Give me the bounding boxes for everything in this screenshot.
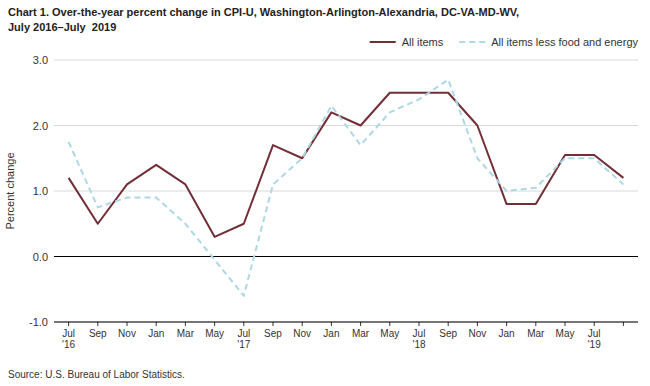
x-tick-label-line: Mar [527,328,545,339]
legend: All items less food and energy All items [370,36,639,48]
x-tick [360,322,361,326]
chart: Chart 1. Over-the-year percent change in… [0,0,650,386]
x-tick [565,322,566,326]
x-tick [419,322,420,326]
x-tick-label: Mar [527,328,545,339]
x-tick [535,322,536,326]
x-tick-label: Sep [264,328,282,339]
x-tick-label-line: Mar [177,328,195,339]
grid-line [54,60,638,61]
y-tick-label: 0.0 [33,251,48,263]
x-tick-label-line: Jul [413,328,426,339]
x-tick-label-line: '16 [62,339,75,350]
x-tick-label: Sep [89,328,107,339]
x-tick-label-line: Sep [89,328,107,339]
x-tick-label-line: Jul [237,328,250,339]
x-tick [506,322,507,326]
x-tick-label: Nov [118,328,136,339]
x-tick [97,322,98,326]
x-tick-label-line: May [380,328,399,339]
x-tick-label: Nov [293,328,311,339]
grid [54,60,638,322]
y-tick-label: -1.0 [29,316,48,328]
x-tick-label: Jul'18 [412,328,425,350]
legend-label: All items [402,36,444,48]
grid-line [54,191,638,192]
x-tick-label: Jan [323,328,339,339]
x-tick-label-line: Jan [148,328,164,339]
x-tick-label-line: Jan [499,328,515,339]
x-tick [156,322,157,326]
subtitle: July 2016–July 2019 [8,21,116,33]
x-tick [302,322,303,326]
background [0,0,650,386]
zero-line [54,256,638,257]
x-tick [273,322,274,326]
x-tick-label: Jul'17 [237,328,250,350]
x-tick [448,322,449,326]
annotation: Source: U.S. Bureau of Labor Statistics. [8,369,185,380]
x-tick-label-line: May [556,328,575,339]
x-tick-label: May [205,328,224,339]
x-axis-line [54,321,638,322]
x-tick [623,322,624,326]
x-tick-label-line: Jan [323,328,339,339]
x-tick-label: Jan [148,328,164,339]
x-tick-label-line: Nov [469,328,487,339]
x-tick [477,322,478,326]
y-axis-label: Percent change [4,152,16,229]
x-tick-label: Mar [352,328,370,339]
x-tick-label-line: Sep [439,328,457,339]
x-tick-label: Jul'16 [62,328,75,350]
x-tick-label-line: Jul [588,328,601,339]
x-tick-label-line: Jul [62,328,75,339]
y-tick-label: 3.0 [33,54,48,66]
x-tick-label: Sep [439,328,457,339]
y-tick-label: 1.0 [33,185,48,197]
x-tick [243,322,244,326]
x-tick-label: May [380,328,399,339]
x-tick-label: Nov [469,328,487,339]
x-tick-label-line: '19 [588,339,601,350]
x-tick-label-line: '17 [237,339,250,350]
x-tick-label: Mar [177,328,195,339]
y-tick-label: 2.0 [33,120,48,132]
legend-swatch [370,41,396,43]
x-tick [185,322,186,326]
x-tick [68,322,69,326]
x-tick-label-line: May [205,328,224,339]
x-tick-label: Jan [499,328,515,339]
x-tick [214,322,215,326]
x-tick [594,322,595,326]
title: Chart 1. Over-the-year percent change in… [8,6,519,18]
legend-label: All items less food and energy [491,36,638,48]
legend-swatch [459,41,485,43]
x-tick [331,322,332,326]
x-tick-label-line: Nov [118,328,136,339]
x-tick-label-line: Nov [293,328,311,339]
x-tick-label-line: '18 [412,339,425,350]
x-tick-label-line: Mar [352,328,370,339]
series-line [69,93,624,237]
grid-line [54,322,638,323]
x-tick-label: May [556,328,575,339]
series-line [69,80,624,296]
x-tick [127,322,128,326]
x-tick-label-line: Sep [264,328,282,339]
x-tick [389,322,390,326]
x-tick-label: Jul'19 [588,328,601,350]
series-group [69,80,624,296]
grid-line [54,256,638,257]
